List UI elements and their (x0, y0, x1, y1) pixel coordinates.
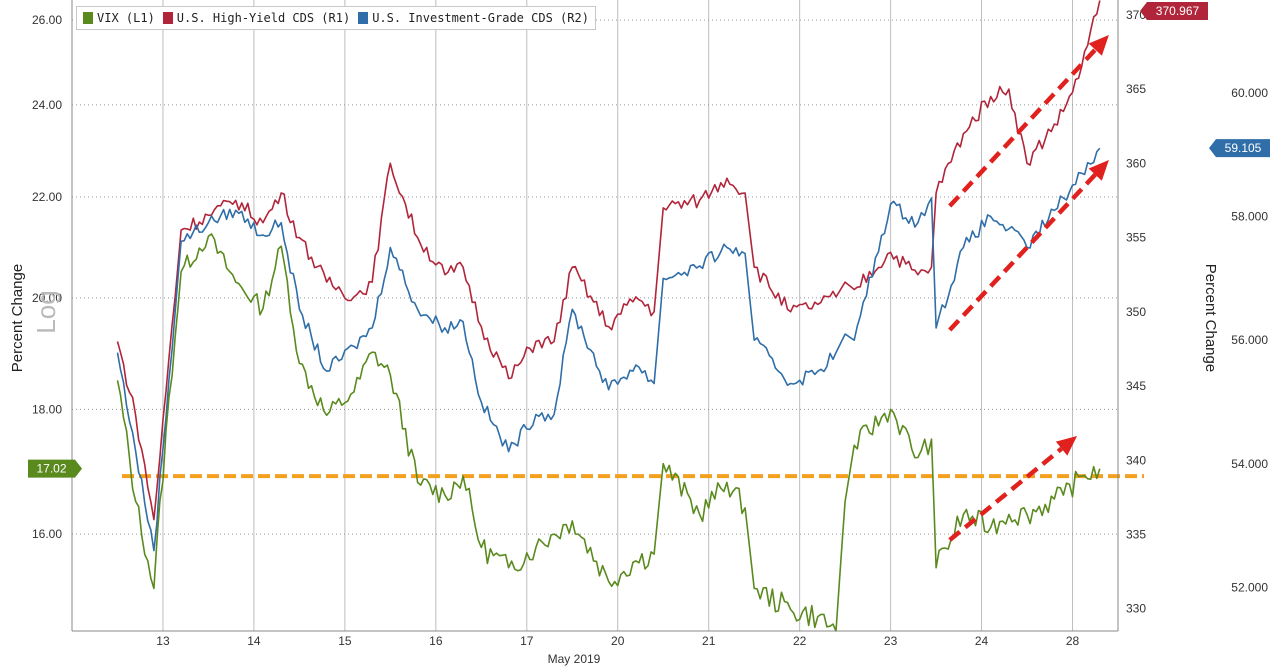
left-tick-label: 20.00 (32, 291, 62, 305)
legend-swatch-investment-grade (358, 12, 369, 24)
last-value-badge-high-yield (1140, 2, 1208, 20)
x-tick-label: 24 (975, 634, 989, 648)
r2-tick-label: 52.000 (1231, 581, 1268, 595)
r2-tick-label: 60.000 (1231, 86, 1268, 100)
x-tick-label: 14 (247, 634, 261, 648)
trend-arrow-head (1088, 160, 1109, 181)
x-tick-label: 17 (520, 634, 534, 648)
grid-lines (72, 0, 1118, 631)
series-line-investment-grade (116, 147, 1101, 552)
last-value-badges: 17.02 370.967 59.105 (28, 2, 1270, 478)
left-tick-label: 24.00 (32, 98, 62, 112)
r1-tick-label: 365 (1126, 82, 1146, 96)
series-line-high-yield (116, 0, 1101, 521)
x-tick-label: 16 (429, 634, 443, 648)
axis-ticks: 26.0024.0022.0020.0018.0016.003703653603… (32, 8, 1268, 648)
trend-arrow-shaft (948, 173, 1097, 332)
plot-frame (71, 0, 1119, 632)
x-tick-label: 22 (793, 634, 807, 648)
last-value-text-vix: 17.02 (36, 462, 66, 476)
legend: VIX (L1) U.S. High-Yield CDS (R1) U.S. I… (76, 6, 596, 30)
series-line-vix (116, 233, 1101, 632)
r1-tick-label: 360 (1126, 156, 1146, 170)
left-tick-label: 26.00 (32, 13, 62, 27)
trend-arrows (948, 35, 1109, 542)
legend-label-high-yield: U.S. High-Yield CDS (R1) (176, 11, 351, 25)
trend-arrow-shaft (948, 48, 1097, 208)
last-value-badge-vix (28, 459, 82, 478)
trend-arrow-head (1088, 35, 1109, 56)
x-tick-label: 15 (338, 634, 352, 648)
x-tick-label: 13 (156, 634, 170, 648)
log-scale-label: Log (31, 290, 61, 333)
last-value-badge-investment-grade (1209, 139, 1270, 158)
trend-arrow-shaft (948, 446, 1064, 542)
right-axis-title: Percent Change (1202, 264, 1219, 372)
x-tick-label: 20 (611, 634, 625, 648)
x-tick-label: 21 (702, 634, 716, 648)
r2-tick-label: 56.000 (1231, 333, 1268, 347)
x-tick-label: 23 (884, 634, 898, 648)
legend-item-investment-grade: U.S. Investment-Grade CDS (R2) (358, 11, 589, 25)
r1-tick-label: 330 (1126, 602, 1146, 616)
left-tick-label: 22.00 (32, 190, 62, 204)
legend-item-vix: VIX (L1) (83, 11, 155, 25)
r2-tick-label: 54.000 (1231, 457, 1268, 471)
trend-arrow-head (1055, 436, 1078, 456)
last-value-text-investment-grade: 59.105 (1225, 141, 1262, 155)
r1-tick-label: 355 (1126, 231, 1146, 245)
legend-label-vix: VIX (L1) (97, 11, 155, 25)
r1-tick-label: 335 (1126, 527, 1146, 541)
r1-tick-label: 345 (1126, 379, 1146, 393)
left-axis-title: Percent Change (9, 264, 26, 372)
r1-tick-label: 350 (1126, 305, 1146, 319)
last-value-text-high-yield: 370.967 (1156, 4, 1200, 18)
x-axis-label: May 2019 (548, 652, 601, 666)
legend-item-high-yield: U.S. High-Yield CDS (R1) (162, 11, 351, 25)
legend-label-investment-grade: U.S. Investment-Grade CDS (R2) (372, 11, 589, 25)
series-group (116, 0, 1101, 632)
left-tick-label: 16.00 (32, 527, 62, 541)
legend-swatch-vix (83, 12, 93, 24)
left-tick-label: 18.00 (32, 402, 62, 416)
x-tick-label: 28 (1066, 634, 1080, 648)
r2-tick-label: 58.000 (1231, 210, 1268, 224)
r1-tick-label: 340 (1126, 453, 1146, 467)
legend-swatch-high-yield (162, 12, 173, 24)
